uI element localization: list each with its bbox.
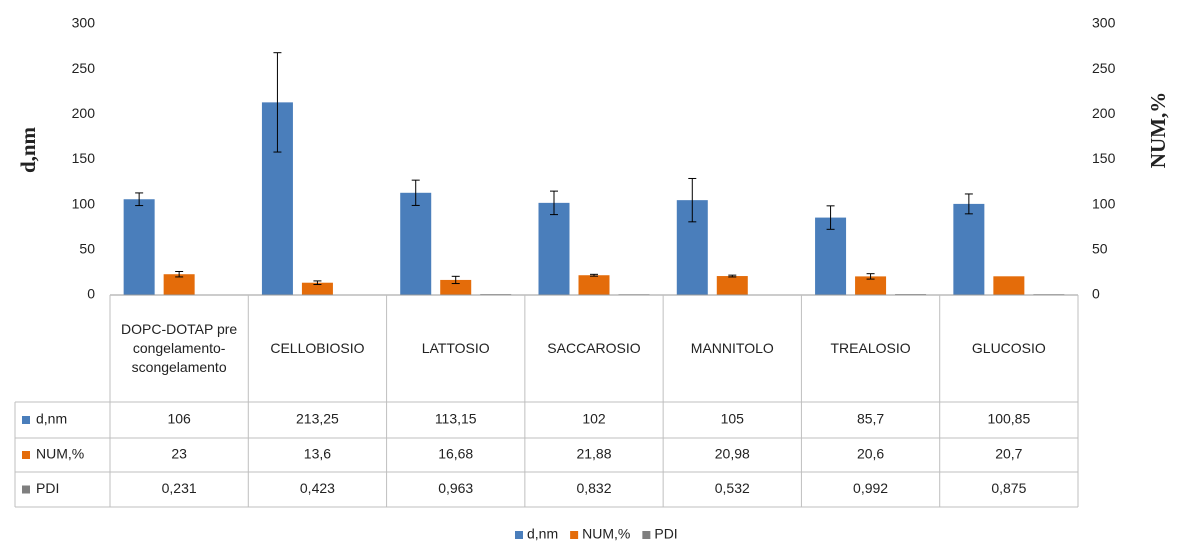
legend-swatch (642, 531, 651, 539)
y2-tick-label: 50 (1092, 241, 1108, 257)
y-tick-label: 200 (72, 105, 96, 121)
category-label: LATTOSIO (421, 340, 490, 357)
error-bar (273, 52, 282, 153)
error-bar (728, 274, 737, 278)
error-bar (550, 190, 558, 216)
error-bar (313, 280, 322, 286)
y-tick-label: 100 (72, 195, 96, 211)
y-tick-label: 250 (72, 60, 96, 76)
table-value: 113,15 (435, 411, 477, 427)
bar (400, 192, 432, 295)
bar (815, 217, 847, 295)
bar (953, 203, 985, 295)
bar (538, 202, 570, 295)
y-tick-label: 150 (72, 150, 96, 166)
error-bar (175, 271, 184, 278)
table-value: 16,68 (438, 446, 473, 462)
error-bar (688, 177, 697, 223)
bar (440, 279, 472, 295)
y-tick-label: 50 (79, 241, 95, 257)
y2-tick-label: 250 (1092, 60, 1116, 76)
table-value: 102 (582, 411, 606, 427)
bar (301, 282, 333, 295)
bar (716, 276, 748, 295)
table-value: 0,231 (162, 480, 197, 496)
table-value: 213,25 (296, 411, 339, 427)
table-value: 0,423 (300, 480, 335, 496)
row-label: d,nm (36, 411, 67, 427)
bar (163, 274, 195, 295)
table-value: 0,875 (991, 480, 1026, 496)
category-cell: DOPC-DOTAP pre congelamento-scongelament… (121, 321, 238, 375)
error-bar (826, 205, 835, 230)
table-value: 23 (171, 446, 187, 462)
bar (993, 276, 1025, 295)
table-value: 20,7 (995, 446, 1022, 462)
y2-tick-label: 200 (1092, 105, 1116, 121)
table-value: 85,7 (857, 411, 884, 427)
y-axis-title: d,nm (16, 126, 40, 173)
row-label: PDI (36, 480, 59, 496)
error-bar (866, 273, 875, 280)
y2-tick-label: 100 (1092, 195, 1116, 211)
legend-label: NUM,% (582, 526, 630, 542)
error-bar (590, 273, 598, 277)
legend-swatch (570, 531, 579, 539)
error-bar (135, 192, 144, 207)
y2-tick-label: 300 (1092, 15, 1116, 31)
table-value: 106 (167, 411, 191, 427)
category-cell: MANNITOLO (690, 340, 774, 357)
legend-label: PDI (654, 526, 677, 542)
y2-tick-label: 150 (1092, 150, 1116, 166)
error-bar (964, 193, 973, 215)
row-swatch (22, 485, 30, 494)
table-value: 20,98 (715, 446, 750, 462)
category-label: SACCAROSIO (547, 340, 641, 357)
category-cell: CELLOBIOSIO (270, 340, 365, 357)
category-cell: SACCAROSIO (547, 340, 641, 357)
table-value: 0,532 (715, 480, 750, 496)
legend-swatch (515, 531, 523, 539)
bar (578, 275, 610, 295)
y2-axis-title: NUM,% (1146, 92, 1170, 168)
error-bar (411, 179, 420, 206)
y2-tick-label: 0 (1092, 286, 1100, 302)
category-cell: TREALOSIO (830, 340, 911, 357)
category-cell: GLUCOSIO (971, 340, 1046, 357)
y-tick-label: 0 (87, 286, 95, 302)
category-label: CELLOBIOSIO (270, 340, 365, 357)
y-tick-label: 300 (72, 15, 96, 31)
table-value: 105 (721, 411, 745, 427)
table-value: 13,6 (304, 446, 331, 462)
table-value: 0,832 (576, 480, 611, 496)
category-label: DOPC-DOTAP pre congelamento-scongelament… (121, 321, 238, 375)
row-swatch (22, 451, 30, 459)
category-label: MANNITOLO (690, 340, 774, 357)
row-swatch (22, 416, 30, 424)
table-value: 21,88 (576, 446, 611, 462)
row-label: NUM,% (36, 446, 84, 462)
bar (123, 199, 155, 295)
table-value: 0,963 (438, 480, 473, 496)
error-bar (451, 275, 460, 285)
bar (855, 276, 887, 295)
category-label: TREALOSIO (830, 340, 911, 357)
category-cell: LATTOSIO (421, 340, 490, 357)
table-value: 100,85 (987, 411, 1030, 427)
legend-label: d,nm (527, 526, 558, 542)
category-label: GLUCOSIO (971, 340, 1046, 357)
table-value: 0,992 (853, 480, 888, 496)
table-value: 20,6 (857, 446, 884, 462)
